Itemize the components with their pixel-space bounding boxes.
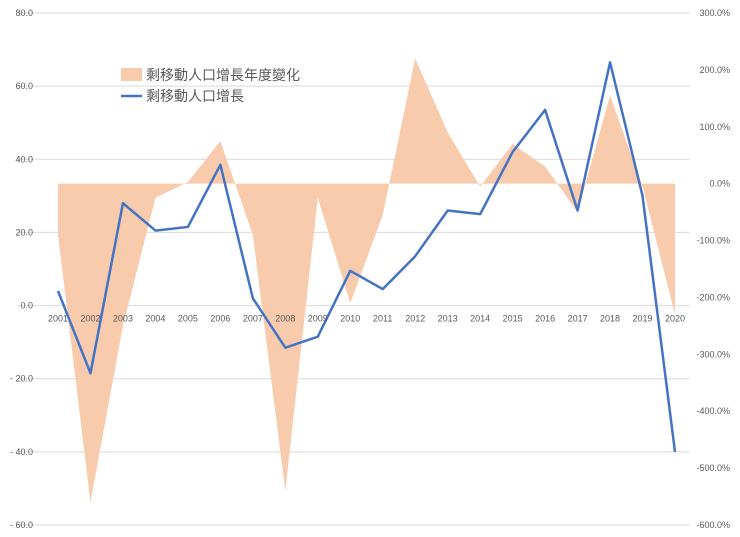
right-tick-label: 0.0% [709, 179, 730, 189]
x-tick-label: 2005 [178, 314, 198, 324]
x-tick-label: 2018 [600, 314, 620, 324]
right-tick-label: 300.0% [699, 8, 730, 18]
right-tick-label: -200.0% [696, 292, 730, 302]
x-tick-label: 2004 [145, 314, 165, 324]
x-tick-label: 2017 [568, 314, 588, 324]
x-tick-label: 2013 [438, 314, 458, 324]
x-tick-label: 2010 [340, 314, 360, 324]
right-tick-label: -100.0% [696, 236, 730, 246]
left-tick-label: 60.0 [15, 81, 33, 91]
x-tick-label: 2019 [633, 314, 653, 324]
x-tick-label: 2011 [373, 314, 392, 324]
x-tick-label: 2003 [113, 314, 133, 324]
right-tick-label: -300.0% [696, 349, 730, 359]
right-tick-label: 200.0% [699, 65, 730, 75]
right-tick-label: -600.0% [696, 520, 730, 530]
x-tick-label: 2009 [308, 314, 328, 324]
right-tick-label: 100.0% [699, 122, 730, 132]
left-tick-label: 40.0 [15, 154, 33, 164]
x-tick-label: 2015 [503, 314, 523, 324]
left-tick-label: 0.0 [20, 301, 33, 311]
right-tick-label: -400.0% [696, 406, 730, 416]
x-tick-label: 2008 [275, 314, 295, 324]
x-tick-label: 2014 [470, 314, 490, 324]
x-tick-label: 2002 [80, 314, 100, 324]
left-axis-ticks: 80.0 60.0 40.0 20.0 0.0 - 20.0 - 40.0 - 60.0 [10, 8, 33, 530]
legend-swatch-area [121, 68, 142, 81]
line-series-layer [56, 61, 677, 453]
x-tick-label: 2016 [535, 314, 555, 324]
area-series-layer [58, 58, 675, 503]
left-tick-label: - 20.0 [10, 374, 33, 384]
right-tick-label: -500.0% [696, 463, 730, 473]
area-series [58, 58, 675, 503]
legend-label-line: 剩移動人口增長 [146, 89, 244, 105]
x-tick-label: 2020 [665, 314, 685, 324]
left-tick-label: 20.0 [15, 227, 33, 237]
right-axis-ticks: 300.0% 200.0% 100.0% 0.0% -100.0% -200.0% -300… [696, 8, 730, 530]
x-tick-label: 2012 [405, 314, 425, 324]
legend-label-area: 剩移動人口增長年度變化 [146, 68, 300, 84]
legend: 剩移動人口增長年度變化 剩移動人口增長 [121, 68, 300, 105]
x-tick-label: 2001 [48, 314, 68, 324]
left-tick-label: 80.0 [15, 8, 33, 18]
left-tick-label: - 40.0 [10, 447, 33, 457]
x-tick-label: 2007 [243, 314, 263, 324]
x-tick-label: 2006 [210, 314, 230, 324]
x-axis-ticks: 2001 2002 2003 2004 2005 2006 2007 2008 2009 2010… [48, 314, 685, 324]
line-series [56, 61, 677, 453]
left-tick-label: - 60.0 [10, 520, 33, 530]
